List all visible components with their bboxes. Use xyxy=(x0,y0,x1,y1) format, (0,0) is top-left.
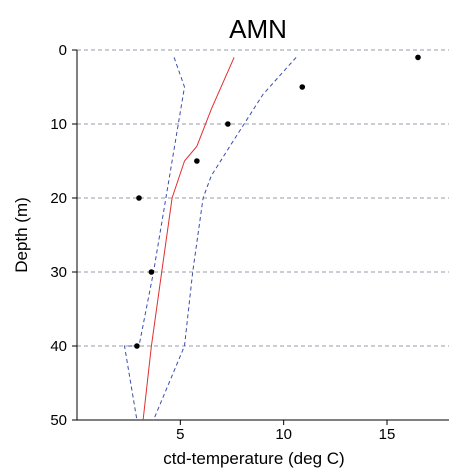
tick-labels: 0 10 20 30 40 50 5 10 15 xyxy=(50,42,395,443)
data-point-4 xyxy=(136,195,142,201)
y-tick-label-40: 40 xyxy=(50,338,67,355)
x-tick-label-10: 10 xyxy=(275,426,292,443)
y-tick-label-50: 50 xyxy=(50,412,67,429)
data-point-0 xyxy=(415,54,421,61)
chart-title: AMN xyxy=(229,14,287,44)
axes xyxy=(72,49,449,425)
y-tick-label-20: 20 xyxy=(50,190,67,207)
data-point-1 xyxy=(299,84,306,90)
y-tick-label-0: 0 xyxy=(59,42,67,59)
data-point-6 xyxy=(134,343,140,349)
data-point-3 xyxy=(194,158,200,164)
x-axis-label: ctd-temperature (deg C) xyxy=(163,449,344,468)
y-axis-label: Depth (m) xyxy=(12,197,31,273)
bound-line-1 xyxy=(123,57,186,421)
y-tick-label-30: 30 xyxy=(50,264,67,281)
data-point-2 xyxy=(225,121,231,127)
bound-line-2 xyxy=(153,57,297,421)
y-tick-label-10: 10 xyxy=(50,116,67,133)
series-group xyxy=(123,54,421,421)
x-tick-label-15: 15 xyxy=(379,426,396,443)
data-point-5 xyxy=(148,269,155,275)
mean-line-0 xyxy=(142,57,235,421)
grid-lines xyxy=(77,49,449,421)
x-tick-label-5: 5 xyxy=(176,426,184,443)
